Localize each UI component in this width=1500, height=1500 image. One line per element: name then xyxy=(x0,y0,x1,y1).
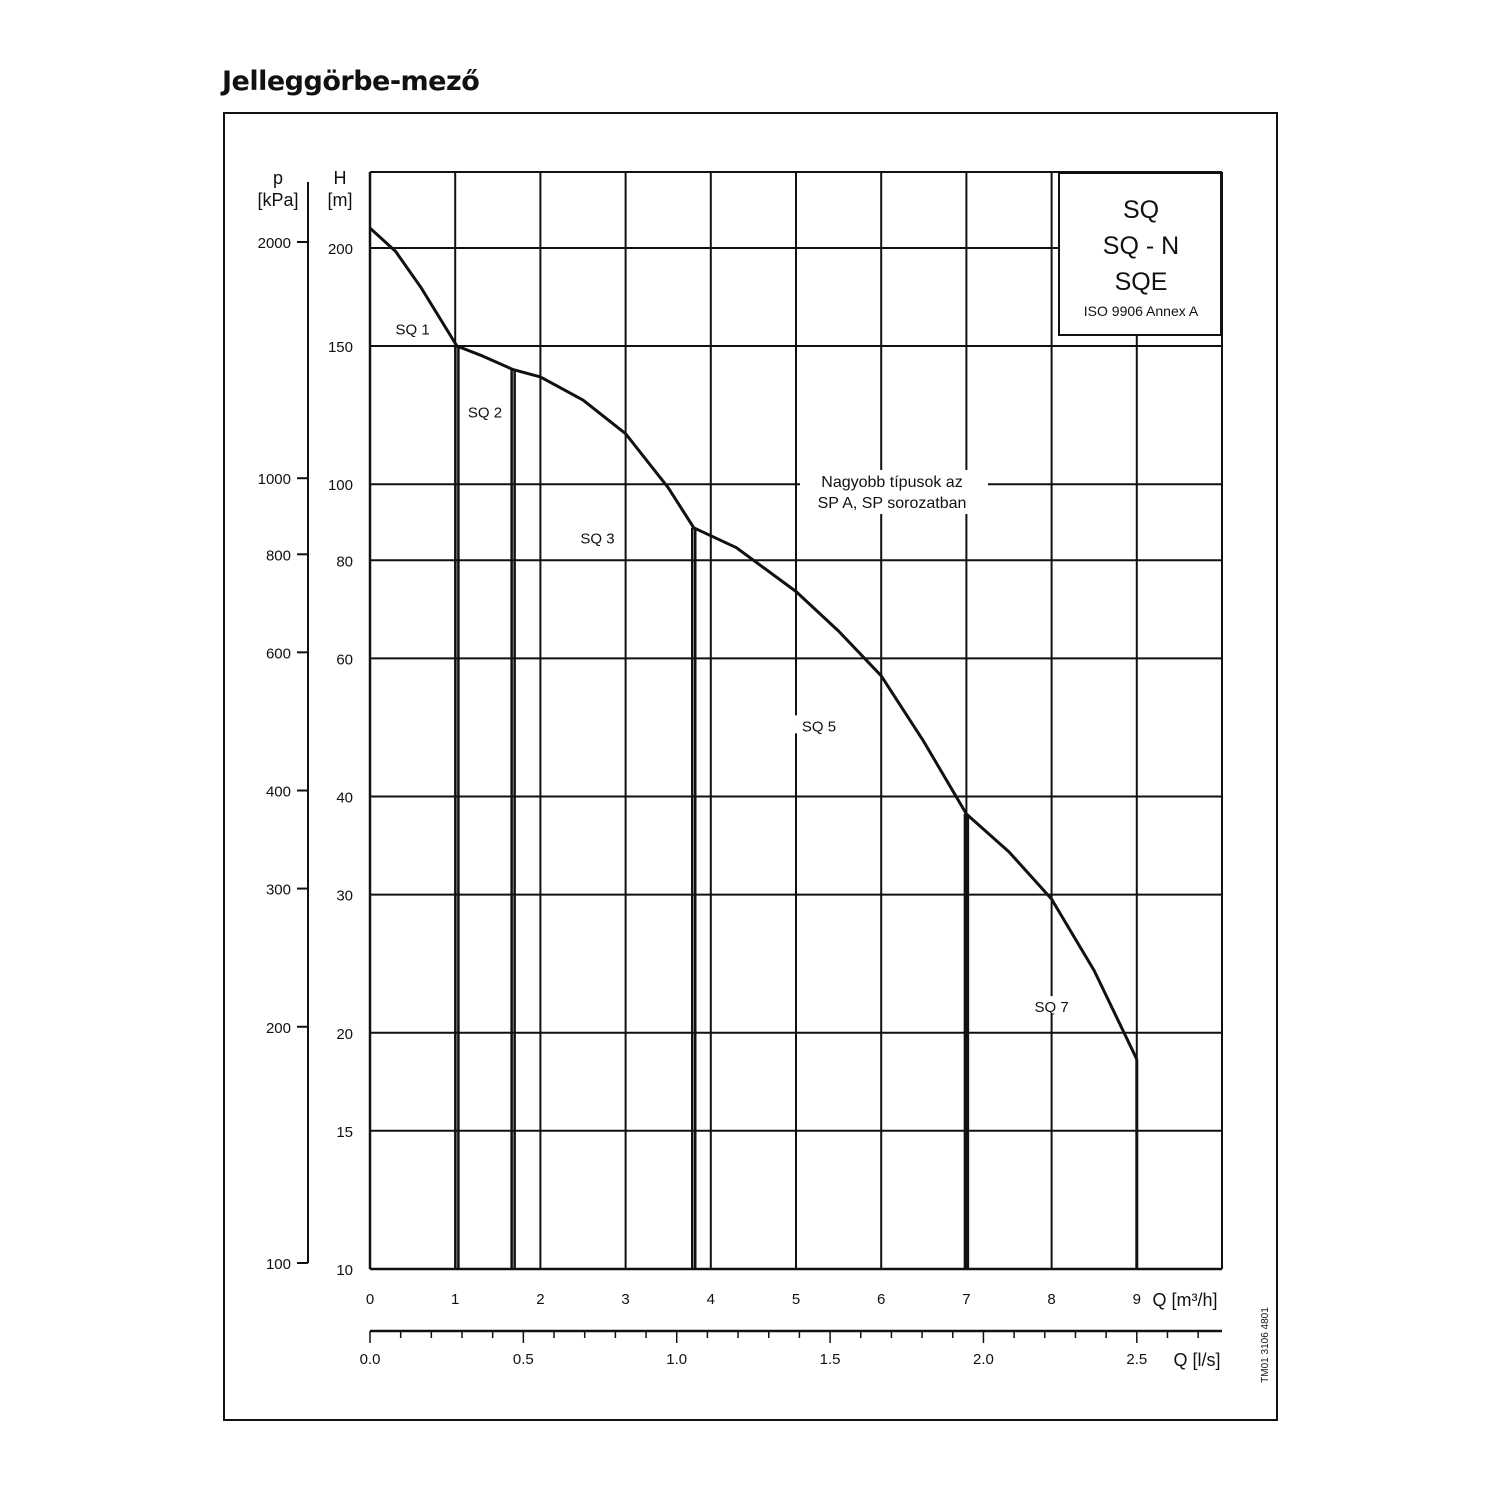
x2-tick-label: 0.0 xyxy=(360,1351,381,1368)
p-axis-unit: [kPa] xyxy=(257,190,298,210)
h-tick-label: 200 xyxy=(328,241,353,258)
x-tick-label: 1 xyxy=(451,1291,459,1308)
model-label: SQ 1 xyxy=(396,322,430,339)
model-label: SQ 3 xyxy=(580,531,614,548)
note-line-2: SP A, SP sorozatban xyxy=(818,495,967,512)
h-tick-label: 40 xyxy=(336,790,353,807)
x-tick-label: 6 xyxy=(877,1291,885,1308)
note-line-1: Nagyobb típusok az xyxy=(821,474,962,491)
h-tick-label: 60 xyxy=(336,651,353,668)
series-box-line-2: SQ - N xyxy=(1103,232,1179,260)
x-tick-label: 2 xyxy=(536,1291,544,1308)
p-tick-label: 300 xyxy=(266,882,291,899)
h-tick-label: 15 xyxy=(336,1124,353,1141)
model-label-bg xyxy=(388,318,437,337)
model-label-bg xyxy=(1027,996,1076,1015)
x-tick-label: 7 xyxy=(962,1291,970,1308)
model-label: SQ 5 xyxy=(802,718,836,735)
p-axis-label: p xyxy=(273,168,283,188)
x-tick-label: 9 xyxy=(1133,1291,1141,1308)
series-box-line-4: ISO 9906 Annex A xyxy=(1084,303,1199,319)
series-box-line-3: SQE xyxy=(1115,268,1168,296)
p-tick-label: 200 xyxy=(266,1020,291,1037)
h-tick-label: 20 xyxy=(336,1026,353,1043)
model-label-bg xyxy=(461,401,510,420)
h-tick-label: 10 xyxy=(336,1262,353,1279)
h-tick-label: 30 xyxy=(336,888,353,905)
p-tick-label: 400 xyxy=(266,784,291,801)
x2-tick-label: 1.5 xyxy=(820,1351,841,1368)
model-label: SQ 2 xyxy=(468,405,502,422)
page-title: Jelleggörbe-mező xyxy=(222,66,480,97)
x2-tick-label: 2.0 xyxy=(973,1351,994,1368)
doc-code: TM01 3106 4801 xyxy=(1260,1307,1271,1383)
h-tick-label: 150 xyxy=(328,339,353,356)
p-tick-label: 1000 xyxy=(258,471,291,488)
h-tick-label: 100 xyxy=(328,477,353,494)
note-bg xyxy=(800,470,988,514)
series-box-line-1: SQ xyxy=(1123,196,1159,224)
p-tick-label: 800 xyxy=(266,547,291,564)
series-box xyxy=(1058,172,1222,336)
envelope-curve xyxy=(368,226,1139,1060)
h-axis-unit: [m] xyxy=(328,190,353,210)
model-label: SQ 7 xyxy=(1035,999,1069,1016)
x-tick-label: 8 xyxy=(1047,1291,1055,1308)
p-tick-label: 2000 xyxy=(258,235,291,252)
x-tick-label: 3 xyxy=(621,1291,629,1308)
model-label-bg xyxy=(795,715,844,734)
p-tick-label: 100 xyxy=(266,1256,291,1273)
x2-tick-label: 1.0 xyxy=(666,1351,687,1368)
h-tick-label: 80 xyxy=(336,553,353,570)
model-label-bg xyxy=(573,527,622,546)
p-tick-label: 600 xyxy=(266,645,291,662)
x2-tick-label: 0.5 xyxy=(513,1351,534,1368)
x-tick-label: 5 xyxy=(792,1291,800,1308)
x-axis-label: Q [m³/h] xyxy=(1152,1290,1217,1310)
x2-axis-label: Q [l/s] xyxy=(1173,1350,1220,1370)
x2-tick-label: 2.5 xyxy=(1126,1351,1147,1368)
x-tick-label: 4 xyxy=(707,1291,715,1308)
chart-frame xyxy=(223,112,1278,1421)
h-axis-label: H xyxy=(334,168,347,188)
x-tick-label: 0 xyxy=(366,1291,374,1308)
